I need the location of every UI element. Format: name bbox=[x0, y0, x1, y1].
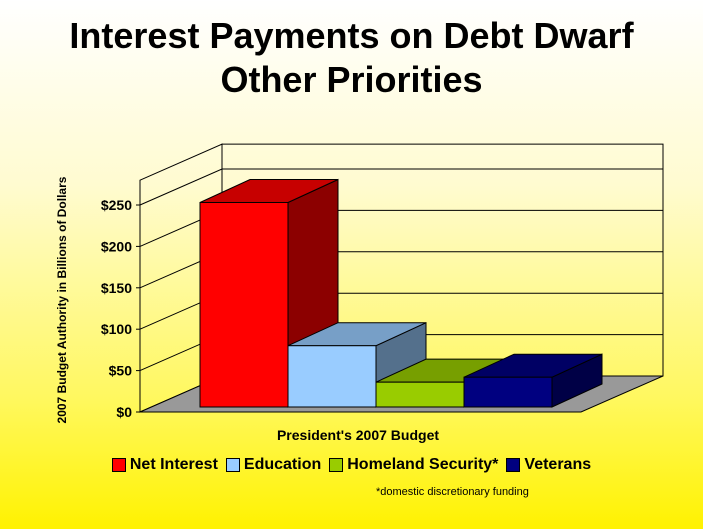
y-tick-label: $200 bbox=[101, 238, 132, 254]
legend-item: Net Interest bbox=[111, 456, 218, 474]
legend: Net Interest Education Homeland Security* V… bbox=[0, 456, 703, 474]
bar-net-interest bbox=[199, 201, 289, 408]
bar-homeland-security bbox=[375, 381, 465, 408]
legend-item: Homeland Security* bbox=[329, 456, 498, 474]
chart-title: Interest Payments on Debt Dwarf Other Pr… bbox=[0, 14, 703, 102]
legend-label: Education bbox=[243, 456, 322, 473]
bar-veterans bbox=[463, 376, 553, 408]
legend-label: Veterans bbox=[524, 456, 592, 473]
legend-swatch bbox=[225, 458, 240, 472]
x-axis-label: President's 2007 Budget bbox=[277, 427, 439, 443]
title-line-2: Other Priorities bbox=[220, 59, 483, 100]
legend-item: Veterans bbox=[506, 456, 591, 474]
y-tick-label: $50 bbox=[109, 363, 133, 379]
legend-swatch bbox=[506, 458, 521, 472]
y-tick-label: $250 bbox=[101, 197, 132, 213]
y-tick-label: $0 bbox=[116, 404, 132, 420]
footnote: *domestic discretionary funding bbox=[376, 486, 529, 498]
bar-education bbox=[287, 345, 377, 408]
y-tick-label: $150 bbox=[101, 280, 132, 296]
title-line-1: Interest Payments on Debt Dwarf bbox=[69, 15, 634, 56]
legend-swatch bbox=[329, 458, 344, 472]
legend-label: Net Interest bbox=[129, 456, 218, 473]
legend-label: Homeland Security* bbox=[347, 456, 499, 473]
legend-item: Education bbox=[225, 456, 322, 474]
legend-swatch bbox=[111, 458, 126, 472]
gridline bbox=[139, 168, 663, 206]
y-tick-label: $100 bbox=[101, 321, 132, 337]
